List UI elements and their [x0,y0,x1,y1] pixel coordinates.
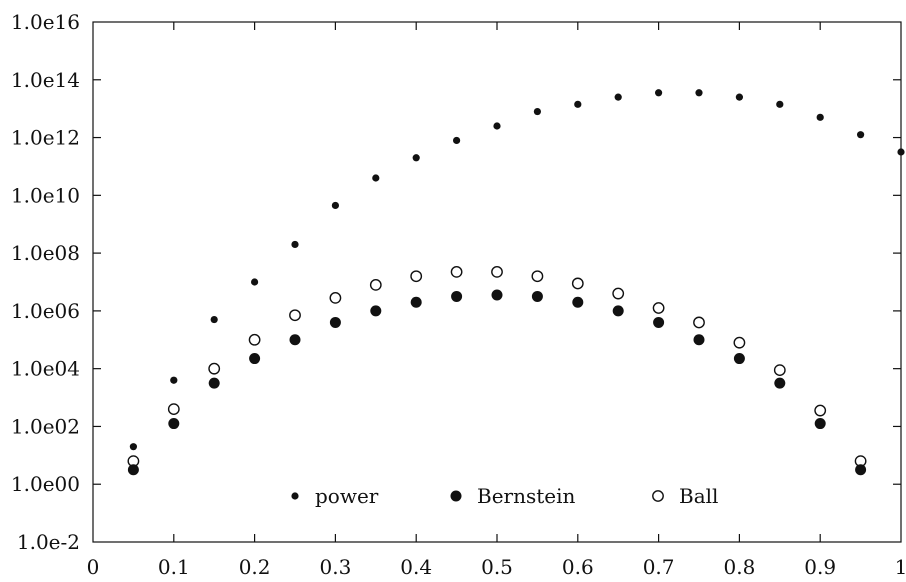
x-tick-label: 0.1 [158,555,190,579]
y-tick-label: 1.0e14 [11,68,80,92]
ball-point [773,364,786,377]
bernstein-point [249,353,261,365]
power-point [372,174,380,182]
bernstein-point [774,377,786,389]
bernstein-point [855,464,867,476]
bernstein-point [653,316,665,328]
power-point [251,278,259,286]
y-tick-label: 1.0e06 [11,299,80,323]
power-point [857,131,865,139]
ball-point [652,302,665,314]
bernstein-point [410,296,422,308]
ball-point [248,333,261,346]
bernstein-point [693,334,705,346]
legend-marker-bernstein [450,490,462,502]
ball-point [693,316,705,329]
bernstein-point [370,305,382,317]
bernstein-point [451,290,463,302]
power-point [331,201,339,210]
y-tick-label: 1.0e08 [11,241,80,265]
legend: power Bernstein Ball [291,484,718,508]
ball-point [329,291,342,304]
bernstein-point [531,290,543,302]
ball-point [612,287,625,300]
x-tick-label: 1 [895,555,906,579]
ball-point [369,278,382,291]
ball-point [208,362,221,375]
bernstein-point [289,334,301,346]
power-point [776,100,784,108]
y-tick-label: 1.0e10 [11,183,80,207]
power-point [210,315,218,324]
power-point [816,113,824,121]
tick-marks [93,22,901,542]
y-tick-label: 1.0e16 [11,10,80,34]
x-tick-label: 0.8 [723,555,755,579]
power-point [291,240,299,249]
x-tick-label: 0.6 [562,555,594,579]
data-points [127,89,905,476]
ball-point [814,404,827,417]
bernstein-point [127,464,139,476]
legend-label-ball: Ball [679,484,718,508]
x-tick-label: 0.2 [239,555,271,579]
bernstein-point [329,316,341,328]
power-point [412,154,420,162]
power-point [655,89,663,97]
ball-point [733,336,746,349]
power-point [453,136,461,145]
bernstein-point [733,353,745,365]
ball-point [450,265,463,278]
x-tick-label: 0.5 [481,555,513,579]
power-point [170,376,178,384]
bernstein-point [814,418,826,430]
y-tick-label: 1.0e04 [11,357,80,381]
legend-label-power: power [315,484,379,508]
y-tick-labels: 1.0e-2 1.0e00 1.0e02 1.0e04 1.0e06 1.0e08 1.0e… [11,10,80,554]
ball-point [289,309,301,322]
power-point [614,93,622,101]
power-point [129,443,137,451]
bernstein-point [168,418,180,430]
ball-point [571,277,584,290]
power-point [493,122,501,130]
legend-label-bernstein: Bernstein [477,484,576,508]
y-tick-label: 1.0e12 [11,126,80,150]
x-tick-labels: 0 0.1 0.2 0.3 0.4 0.5 0.6 0.7 0.8 0.9 1 [87,555,906,579]
plot-frame [92,21,902,543]
power-point [695,89,703,97]
ball-point [410,270,423,283]
power-point [533,107,542,116]
x-tick-label: 0.3 [319,555,351,579]
y-tick-label: 1.0e-2 [17,530,80,554]
ball-point [491,265,503,278]
bernstein-point [491,289,503,301]
ball-point [167,403,180,416]
x-tick-label: 0 [87,555,100,579]
legend-marker-power [291,492,299,500]
legend-marker-ball [652,490,664,502]
x-tick-label: 0.7 [643,555,675,579]
bernstein-point [208,377,220,389]
power-point [897,148,905,156]
power-point [574,100,582,108]
x-tick-label: 0.9 [804,555,836,579]
power-point [735,93,744,101]
bernstein-point [572,296,584,308]
bernstein-point [612,305,624,317]
x-tick-label: 0.4 [400,555,432,579]
y-tick-label: 1.0e00 [11,472,80,496]
ball-point [531,270,544,283]
y-tick-label: 1.0e02 [11,414,80,438]
